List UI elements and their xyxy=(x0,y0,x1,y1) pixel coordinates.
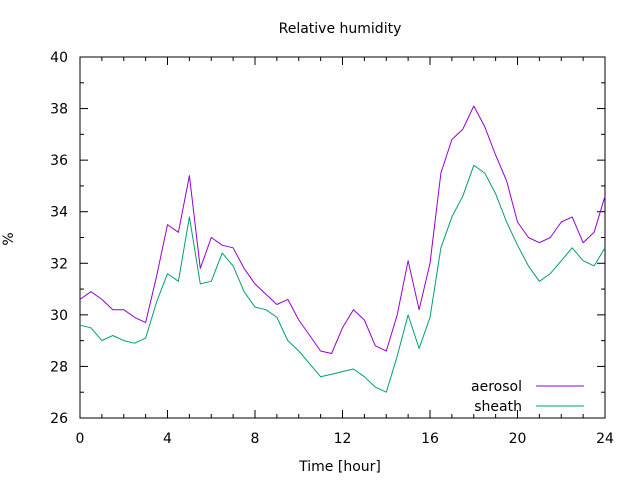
legend-label-sheath: sheath xyxy=(474,399,522,415)
x-tick-label: 0 xyxy=(76,431,85,447)
y-tick-label: 38 xyxy=(50,102,68,118)
chart-title: Relative humidity xyxy=(279,21,402,37)
legend-label-aerosol: aerosol xyxy=(471,379,522,395)
y-tick-label: 36 xyxy=(50,153,68,169)
series-group xyxy=(79,105,606,393)
y-axis-label: % xyxy=(1,232,17,245)
x-tick-label: 8 xyxy=(251,431,260,447)
x-axis-label: Time [hour] xyxy=(298,459,381,475)
x-tick-label: 20 xyxy=(509,431,527,447)
y-tick-label: 40 xyxy=(50,50,68,66)
x-tick-label: 4 xyxy=(163,431,172,447)
plot-area-border xyxy=(79,56,606,419)
y-tick-label: 34 xyxy=(50,205,68,221)
y-tick-label: 32 xyxy=(50,256,68,272)
y-tick-label: 30 xyxy=(50,308,68,324)
y-tick-label: 28 xyxy=(50,359,68,375)
series-line-aerosol xyxy=(79,105,606,354)
legend: aerosol sheath xyxy=(471,379,584,415)
x-tick-label: 16 xyxy=(421,431,439,447)
x-tick-label: 24 xyxy=(596,431,614,447)
x-tick-label: 12 xyxy=(334,431,352,447)
axes-group: 26 28 30 32 34 36 38 40 0 4 8 12 16 20 24 xyxy=(50,50,614,447)
y-tick-label: 26 xyxy=(50,411,68,427)
series-line-sheath xyxy=(79,164,606,393)
